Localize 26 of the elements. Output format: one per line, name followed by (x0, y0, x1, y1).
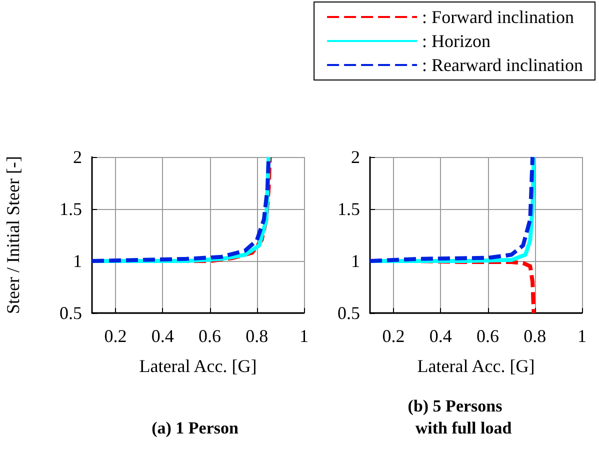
x-axis-title: Lateral Acc. [G] (417, 356, 535, 376)
legend-label: : Forward inclination (422, 7, 574, 27)
y-tick-label: 0.5 (338, 303, 360, 323)
y-tick-label: 2 (351, 147, 360, 167)
x-tick-label: 0.4 (151, 326, 174, 346)
x-tick-label: 1 (578, 326, 586, 346)
x-tick-label: 0.8 (524, 326, 546, 346)
x-tick-label: 0.8 (246, 326, 268, 346)
x-tick-label: 0.2 (382, 326, 405, 346)
y-tick-label: 1.5 (60, 199, 82, 219)
y-tick-label: 0.5 (60, 303, 82, 323)
y-tick-label: 1 (351, 251, 360, 271)
text: (a) 1 Person (152, 418, 239, 438)
y-tick-label: 2 (73, 147, 82, 167)
y-axis-title: Steer / Initial Steer [-] (3, 156, 23, 314)
x-tick-label: 0.6 (476, 326, 500, 346)
x-axis-title: Lateral Acc. [G] (139, 356, 257, 376)
legend-label: : Horizon (422, 31, 491, 51)
x-tick-label: 1 (300, 326, 308, 346)
x-tick-label: 0.4 (429, 326, 452, 346)
legend-label: : Rearward inclination (422, 55, 584, 75)
y-tick-label: 1.5 (338, 199, 360, 219)
x-tick-label: 0.2 (104, 326, 127, 346)
y-tick-label: 1 (73, 251, 82, 271)
x-tick-label: 0.6 (198, 326, 222, 346)
text: (b) 5 Persons with full load (398, 396, 512, 438)
